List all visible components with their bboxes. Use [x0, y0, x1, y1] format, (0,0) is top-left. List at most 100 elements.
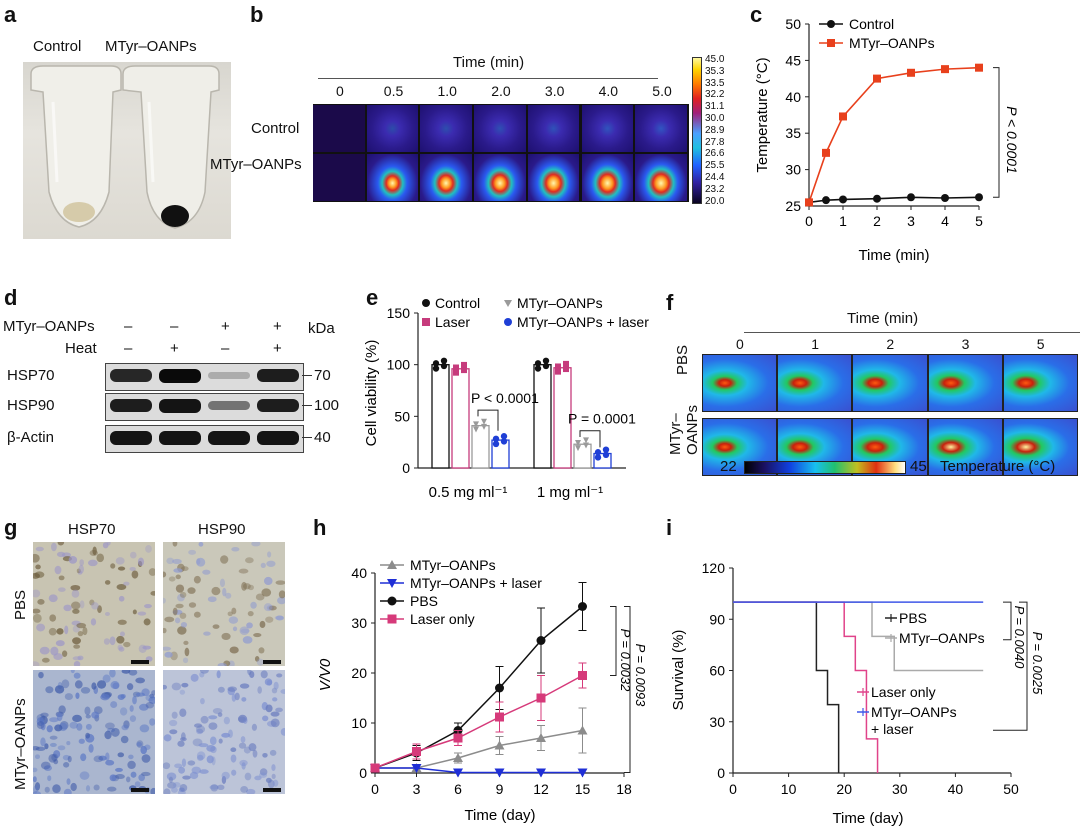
bar — [533, 364, 552, 469]
replicate-point — [602, 451, 610, 459]
cell-nucleus — [149, 718, 156, 726]
cell-nucleus — [54, 685, 65, 694]
blot-kda-value: 70 — [314, 367, 331, 384]
cell-nucleus — [172, 540, 178, 547]
cell-nucleus — [258, 772, 268, 778]
cell-nucleus — [161, 627, 167, 634]
ihc-row-pbs: PBS — [12, 589, 29, 620]
cell-nucleus — [220, 555, 229, 564]
cell-nucleus — [77, 630, 84, 637]
cell-nucleus — [136, 742, 143, 747]
cell-nucleus — [173, 568, 183, 573]
legend-marker — [504, 300, 512, 307]
cell-nucleus — [149, 693, 155, 699]
cell-nucleus — [211, 586, 221, 596]
cell-nucleus — [79, 559, 84, 566]
cell-nucleus — [33, 785, 38, 794]
cell-nucleus — [130, 771, 137, 778]
cell-nucleus — [117, 619, 127, 625]
data-point — [536, 768, 546, 778]
time-label: 2.0 — [491, 83, 511, 99]
cell-nucleus — [75, 692, 80, 699]
y-tick-label: 150 — [387, 305, 411, 321]
replicate-point — [461, 361, 467, 368]
cell-nucleus — [62, 754, 70, 761]
cell-nucleus — [44, 743, 49, 750]
cell-nucleus — [172, 607, 178, 616]
cell-nucleus — [247, 611, 254, 617]
cell-nucleus — [72, 608, 80, 614]
panel-label-d: d — [4, 285, 18, 310]
y-tick-label: 50 — [394, 408, 410, 424]
cell-nucleus — [162, 762, 171, 770]
cell-nucleus — [145, 694, 155, 702]
cell-nucleus — [247, 584, 254, 591]
blot-band — [208, 431, 250, 445]
x-axis-title: Time (min) — [858, 247, 929, 264]
x-tick-label: 6 — [454, 781, 462, 797]
data-point — [536, 693, 546, 703]
time-label: 3 — [961, 336, 970, 352]
replicate-point — [583, 437, 589, 444]
cell-nucleus — [171, 682, 182, 691]
cell-nucleus — [71, 589, 80, 598]
cell-nucleus — [221, 776, 227, 784]
cell-nucleus — [177, 740, 185, 747]
cell-nucleus — [135, 677, 146, 684]
cell-nucleus — [168, 576, 176, 582]
cell-nucleus — [198, 743, 209, 748]
thermal-cell-mtyr — [420, 154, 473, 201]
ihc-col-hsp90: HSP90 — [198, 521, 246, 538]
cell-nucleus — [266, 560, 276, 567]
cell-nucleus — [137, 611, 147, 616]
cell-nucleus — [48, 627, 57, 636]
panel-e-chart: 0 50 100 150 Cell viability (%) 0.5 mg ml⁻¹ 1 … — [363, 295, 649, 501]
data-point — [975, 193, 983, 202]
time-label: 1.0 — [437, 83, 457, 99]
panel-label-g: g — [4, 515, 18, 540]
cell-nucleus — [209, 784, 219, 790]
cell-nucleus — [70, 667, 75, 674]
y-tick-label: 0 — [359, 765, 367, 781]
p-value: P = 0.0040 — [1012, 606, 1027, 670]
data-point — [453, 768, 463, 778]
panel-b-row-control: Control — [251, 120, 300, 137]
cell-nucleus — [150, 591, 158, 596]
cell-nucleus — [171, 711, 178, 719]
replicate-point — [440, 362, 448, 370]
legend-label: PBS — [410, 593, 438, 609]
cell-nucleus — [145, 545, 152, 553]
x-axis-title: Time (day) — [464, 807, 535, 824]
cell-nucleus — [105, 722, 115, 730]
panel-label-c: c — [750, 2, 763, 27]
cell-nucleus — [187, 760, 196, 766]
y-tick-label: 50 — [785, 16, 801, 32]
y-axis-title: Cell viability (%) — [363, 340, 380, 447]
cell-nucleus — [123, 641, 131, 648]
p-value: P < 0.0001 — [1004, 106, 1020, 174]
y-tick-label: 35 — [785, 125, 801, 141]
cell-nucleus — [166, 557, 175, 565]
replicate-point — [594, 449, 602, 456]
significance-bracket — [579, 430, 601, 448]
legend-marker — [827, 20, 835, 28]
cell-nucleus — [103, 638, 110, 645]
cell-nucleus — [40, 737, 46, 747]
cell-nucleus — [135, 692, 145, 697]
cell-nucleus — [46, 725, 53, 733]
kda-tick — [302, 405, 312, 406]
panel-b-thermal-grid — [313, 104, 689, 202]
legend-marker — [387, 579, 397, 588]
cell-nucleus — [189, 771, 199, 780]
cell-nucleus — [129, 705, 134, 712]
cell-nucleus — [64, 693, 73, 700]
y-tick-label: 120 — [702, 560, 726, 576]
replicate-point — [500, 433, 508, 440]
replicate-point — [492, 440, 500, 448]
cell-nucleus — [208, 722, 218, 730]
cell-nucleus — [174, 617, 181, 624]
series-line — [808, 196, 980, 204]
colorbar-tick: 25.5 — [705, 160, 725, 172]
replicate-point — [481, 423, 487, 430]
y-tick-label: 40 — [351, 565, 367, 581]
